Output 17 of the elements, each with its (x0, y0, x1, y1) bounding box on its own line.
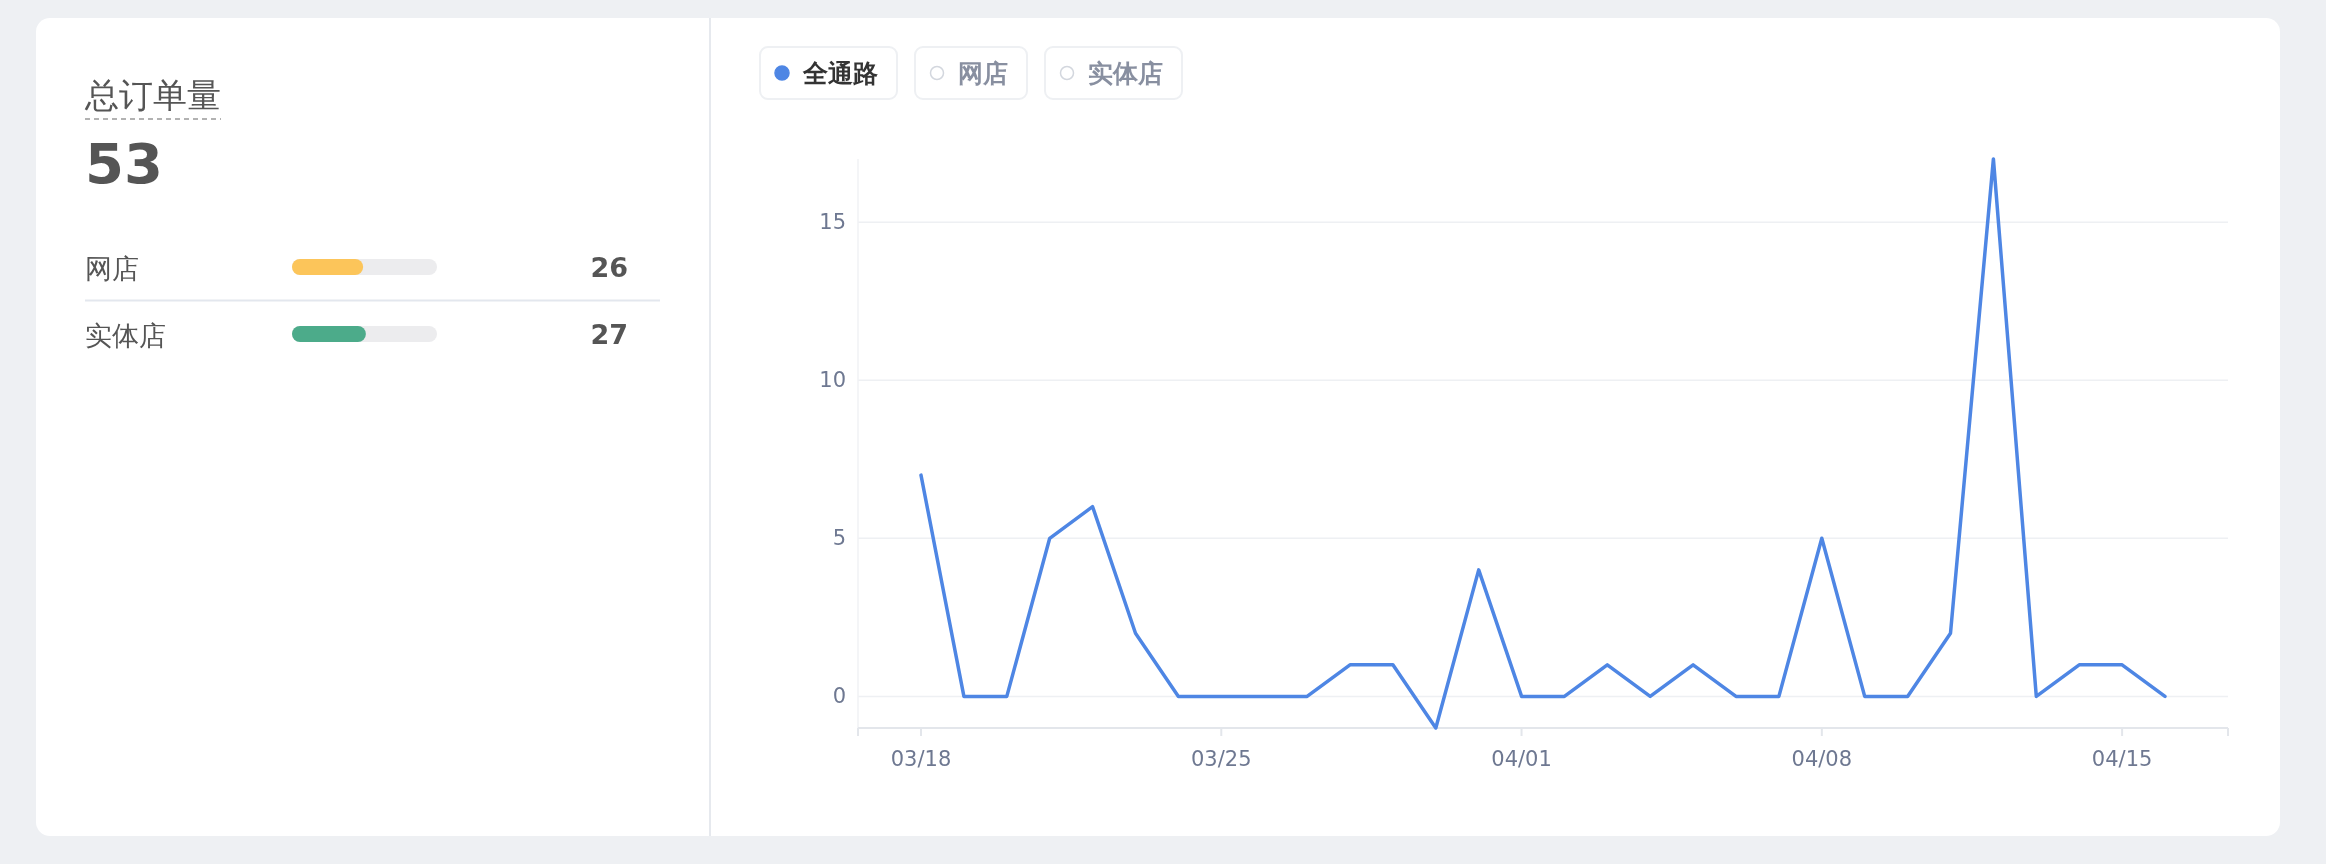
x-tick-label: 04/01 (1491, 747, 1552, 771)
x-tick-label: 03/25 (1191, 747, 1252, 771)
y-tick-label: 0 (832, 684, 846, 709)
legend-label: 实体店 (1088, 59, 1163, 88)
legend-label: 网店 (958, 59, 1008, 88)
data-label: 27 (590, 319, 628, 350)
data-label: 26 (590, 252, 628, 283)
chart-title: 总订单量 (84, 75, 221, 115)
x-tick-label: 04/08 (1791, 747, 1853, 771)
chart-subtitle: 53 (85, 131, 163, 196)
x-tick-label: 04/15 (2091, 747, 2153, 771)
legend-label: 全通路 (802, 59, 878, 88)
y-tick-label: 10 (819, 368, 846, 393)
y-tick-label: 15 (819, 210, 846, 235)
line-series (919, 157, 2167, 730)
y-tick-label: 5 (832, 526, 846, 551)
x-tick-label: 03/18 (890, 747, 952, 771)
